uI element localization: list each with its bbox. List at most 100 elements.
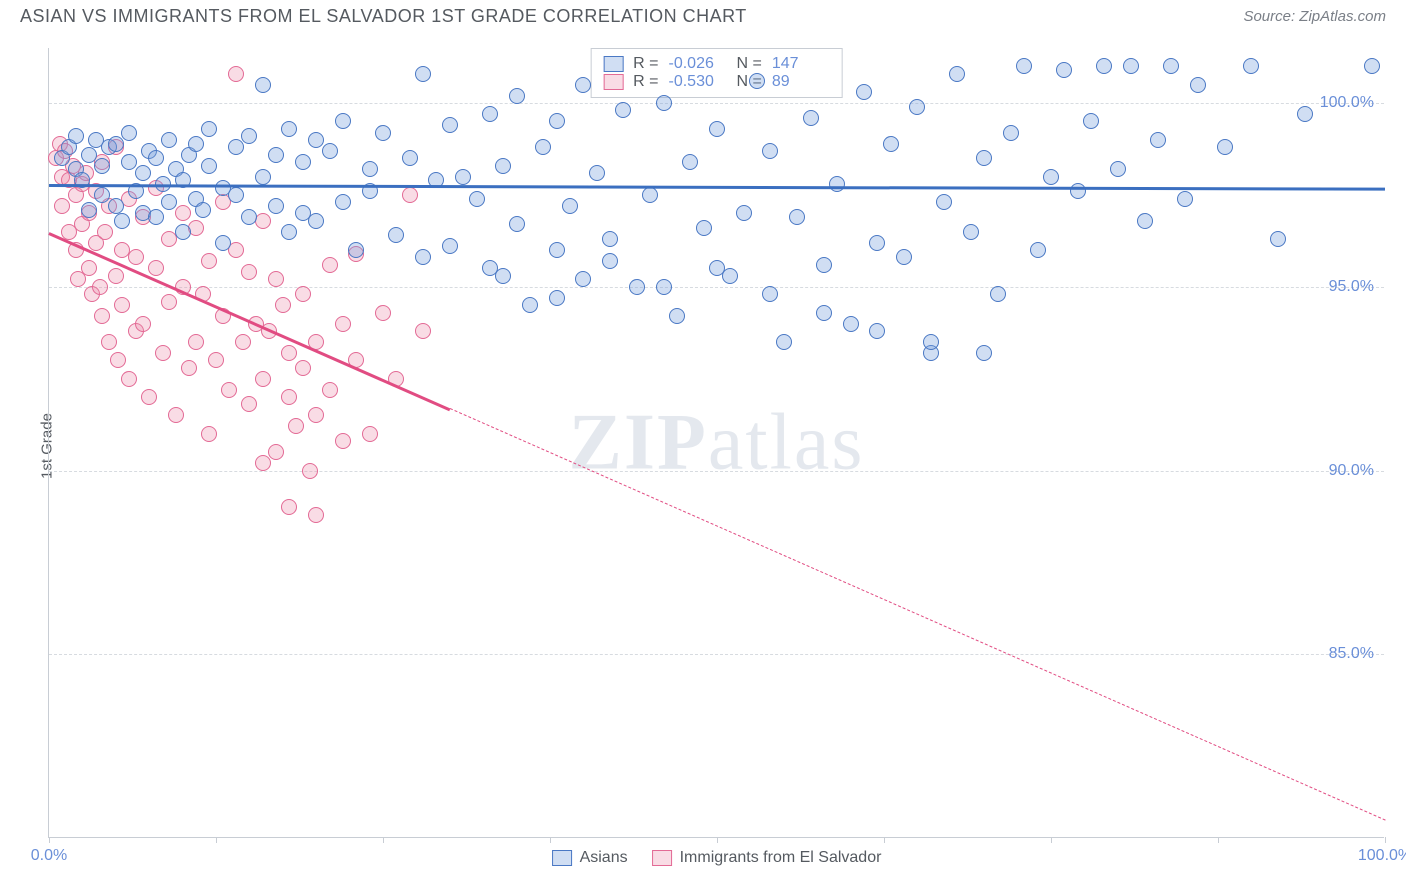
data-point (121, 154, 137, 170)
chart-title: ASIAN VS IMMIGRANTS FROM EL SALVADOR 1ST… (20, 6, 747, 27)
data-point (161, 132, 177, 148)
legend-row: R =-0.026N =147 (603, 55, 830, 73)
data-point (709, 121, 725, 137)
x-tick (1051, 837, 1052, 843)
data-point (281, 389, 297, 405)
data-point (128, 249, 144, 265)
data-point (843, 316, 859, 332)
data-point (816, 257, 832, 273)
data-point (141, 389, 157, 405)
data-point (241, 264, 257, 280)
scatter-plot-area: ZIPatlas R =-0.026N =147R =-0.530N =89 A… (48, 48, 1384, 838)
x-tick (383, 837, 384, 843)
trend-line (48, 232, 450, 411)
data-point (509, 216, 525, 232)
data-point (976, 150, 992, 166)
watermark: ZIPatlas (569, 397, 865, 488)
x-axis-label: 0.0% (31, 847, 67, 865)
data-point (348, 242, 364, 258)
data-point (97, 224, 113, 240)
data-point (268, 147, 284, 163)
data-point (201, 158, 217, 174)
data-point (509, 88, 525, 104)
data-point (302, 463, 318, 479)
data-point (615, 102, 631, 118)
data-point (362, 426, 378, 442)
data-point (228, 66, 244, 82)
data-point (415, 323, 431, 339)
data-point (322, 382, 338, 398)
watermark-light: atlas (708, 398, 865, 486)
legend-row: R =-0.530N =89 (603, 73, 830, 91)
data-point (54, 198, 70, 214)
data-point (629, 279, 645, 295)
data-point (94, 158, 110, 174)
data-point (375, 125, 391, 141)
data-point (1123, 58, 1139, 74)
data-point (168, 407, 184, 423)
data-point (135, 165, 151, 181)
data-point (1056, 62, 1072, 78)
y-tick-label: 90.0% (1329, 462, 1374, 480)
data-point (1150, 132, 1166, 148)
data-point (255, 77, 271, 93)
data-point (322, 143, 338, 159)
data-point (221, 382, 237, 398)
data-point (108, 136, 124, 152)
data-point (883, 136, 899, 152)
data-point (589, 165, 605, 181)
data-point (121, 371, 137, 387)
r-label: R = (633, 55, 658, 73)
data-point (201, 426, 217, 442)
data-point (375, 305, 391, 321)
data-point (108, 268, 124, 284)
data-point (308, 507, 324, 523)
data-point (856, 84, 872, 100)
data-point (281, 499, 297, 515)
data-point (308, 213, 324, 229)
data-point (602, 231, 618, 247)
gridline (49, 654, 1384, 655)
legend-swatch (552, 850, 572, 866)
data-point (208, 352, 224, 368)
data-point (442, 117, 458, 133)
data-point (335, 194, 351, 210)
data-point (175, 205, 191, 221)
data-point (896, 249, 912, 265)
legend-label: Asians (580, 849, 628, 867)
data-point (976, 345, 992, 361)
data-point (1163, 58, 1179, 74)
data-point (709, 260, 725, 276)
data-point (469, 191, 485, 207)
data-point (335, 316, 351, 332)
legend-swatch (603, 74, 623, 90)
y-tick-label: 95.0% (1329, 278, 1374, 296)
data-point (1137, 213, 1153, 229)
data-point (1270, 231, 1286, 247)
data-point (295, 286, 311, 302)
data-point (562, 198, 578, 214)
data-point (188, 136, 204, 152)
data-point (114, 213, 130, 229)
n-value: 89 (772, 73, 830, 91)
data-point (990, 286, 1006, 302)
data-point (388, 227, 404, 243)
data-point (909, 99, 925, 115)
data-point (335, 113, 351, 129)
legend-item: Immigrants from El Salvador (652, 849, 882, 867)
data-point (656, 95, 672, 111)
data-point (175, 224, 191, 240)
data-point (295, 154, 311, 170)
legend-swatch (652, 850, 672, 866)
data-point (92, 279, 108, 295)
data-point (335, 433, 351, 449)
data-point (155, 345, 171, 361)
data-point (148, 260, 164, 276)
x-axis-label: 100.0% (1358, 847, 1406, 865)
data-point (1003, 125, 1019, 141)
data-point (1070, 183, 1086, 199)
y-tick-label: 100.0% (1320, 94, 1374, 112)
data-point (1030, 242, 1046, 258)
data-point (81, 202, 97, 218)
correlation-legend: R =-0.026N =147R =-0.530N =89 (590, 48, 843, 98)
